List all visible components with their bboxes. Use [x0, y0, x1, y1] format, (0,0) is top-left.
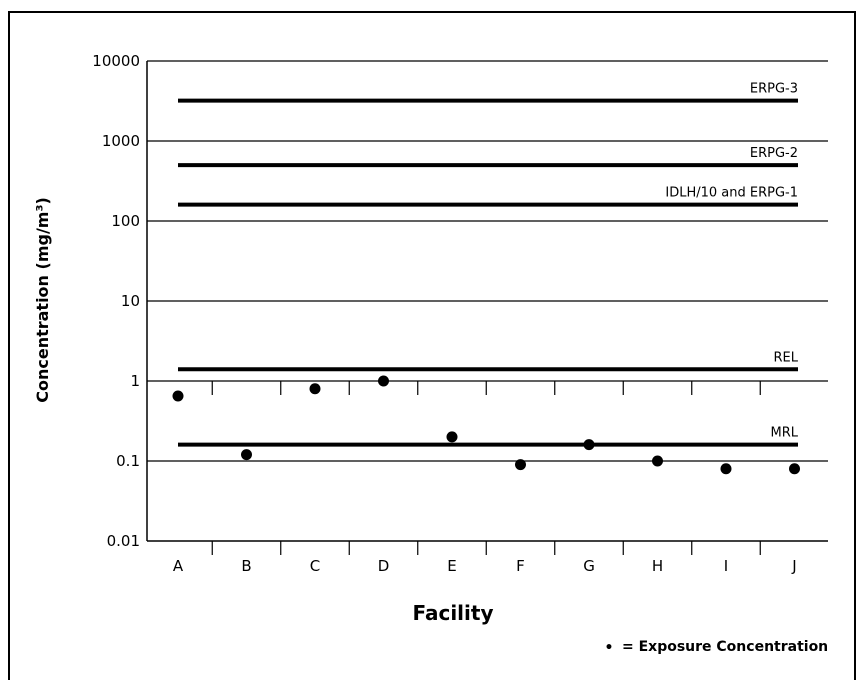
data-point — [172, 390, 184, 402]
x-tick-label: F — [516, 557, 525, 575]
y-tick-label: 10000 — [92, 52, 140, 70]
x-tick-label: H — [652, 557, 663, 575]
x-tick-label: E — [447, 557, 456, 575]
data-point — [446, 431, 458, 443]
data-point — [241, 449, 252, 461]
reference-line-label: MRL — [771, 426, 799, 441]
data-point — [378, 375, 389, 387]
x-tick-label: C — [310, 557, 320, 575]
reference-line-label: IDLH/10 and ERPG-1 — [665, 186, 798, 201]
reference-line-label: ERPG-2 — [750, 146, 798, 161]
reference-lines: ERPG-3 ERPG-2 IDLH/10 and ERPG-1 REL MRL — [178, 82, 799, 447]
data-point — [789, 463, 800, 475]
y-tick-label: 1000 — [102, 132, 140, 150]
x-tick-label: A — [173, 557, 184, 575]
legend: • = Exposure Concentration — [605, 639, 829, 656]
y-tick-label: 1 — [130, 372, 140, 390]
x-tick-label: G — [583, 557, 595, 575]
data-point — [720, 463, 732, 475]
x-tick-labels: A B C D E F G H I J — [173, 557, 797, 575]
data-point — [583, 439, 595, 451]
reference-line-label: ERPG-3 — [750, 82, 798, 97]
legend-symbol: • — [605, 640, 614, 656]
data-point — [309, 383, 321, 395]
data-point — [652, 455, 663, 467]
y-axis-title: Concentration (mg/m³) — [33, 197, 52, 403]
y-tick-label: 0.01 — [107, 532, 140, 550]
data-point — [515, 459, 526, 471]
y-tick-label: 100 — [111, 212, 140, 230]
reference-line-label: REL — [774, 350, 799, 365]
grid-lines — [147, 60, 828, 462]
x-tick-label: B — [241, 557, 251, 575]
axes — [146, 61, 828, 555]
x-tick-label: I — [724, 557, 728, 575]
y-tick-labels: 10000 1000 100 10 1 0.1 0.01 — [92, 52, 140, 550]
legend-text: = Exposure Concentration — [622, 639, 828, 655]
chart-frame — [8, 11, 856, 680]
x-tick-label: D — [378, 557, 390, 575]
x-tick-label: J — [791, 557, 796, 575]
x-axis-title: Facility — [412, 601, 493, 625]
y-tick-label: 10 — [121, 292, 140, 310]
data-points — [172, 375, 800, 475]
y-tick-label: 0.1 — [116, 452, 140, 470]
